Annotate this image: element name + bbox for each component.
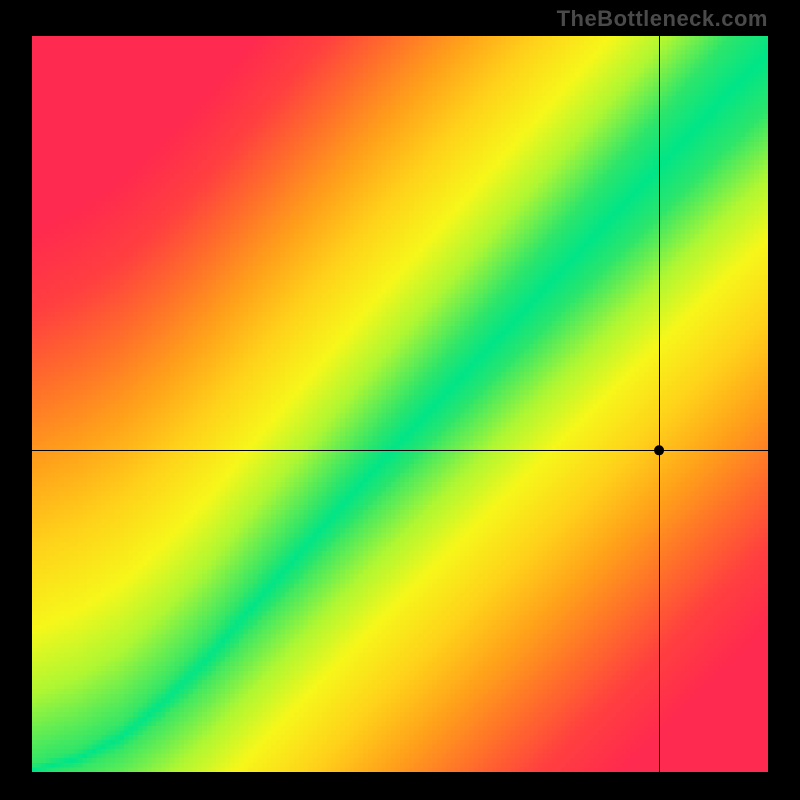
watermark-text: TheBottleneck.com [557, 6, 768, 32]
crosshair-overlay [32, 36, 768, 772]
bottleneck-heatmap [32, 36, 768, 772]
